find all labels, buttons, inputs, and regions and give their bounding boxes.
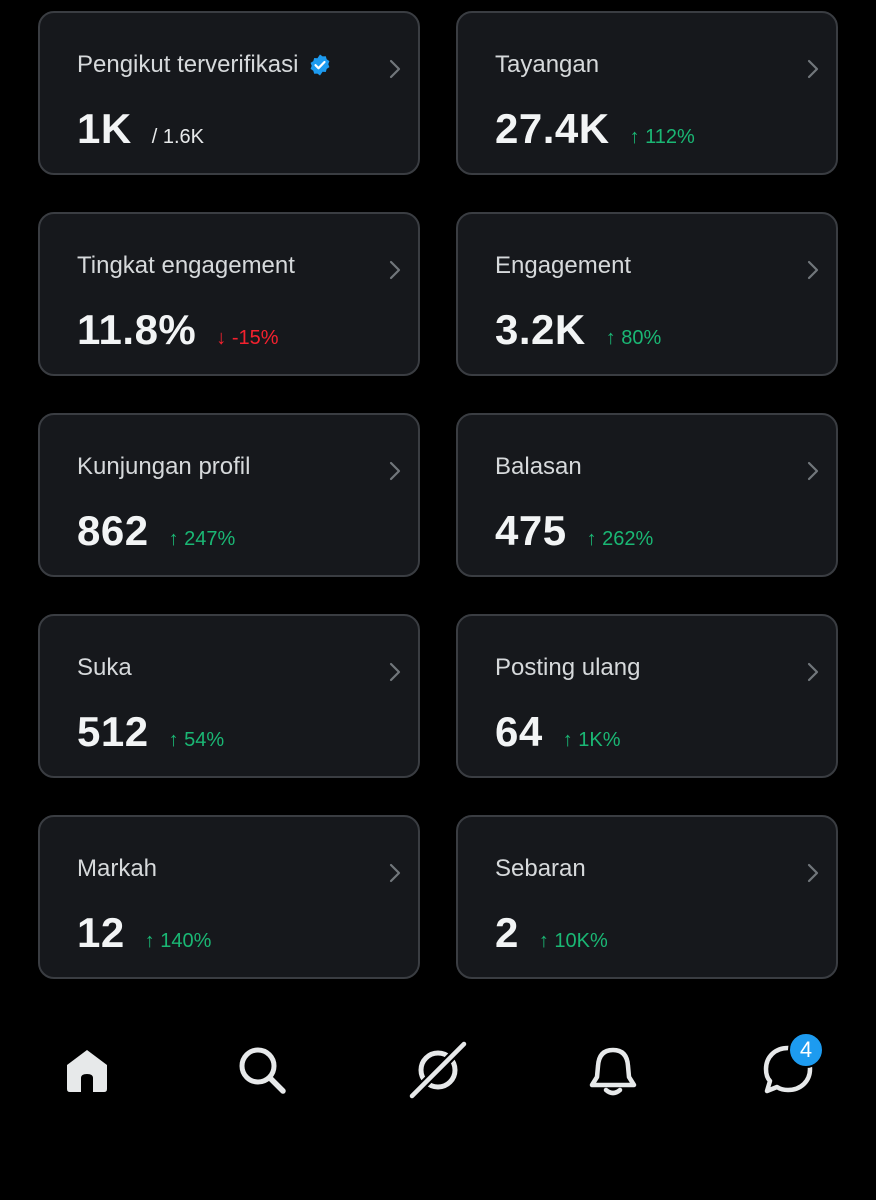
chevron-right-icon	[389, 59, 401, 79]
stat-card-bookmarks[interactable]: Markah 12 ↑ 140%	[38, 815, 420, 979]
value-row: 64 ↑ 1K%	[495, 708, 621, 756]
stat-value: 27.4K	[495, 105, 610, 152]
chevron-right-icon	[807, 260, 819, 280]
bell-icon	[589, 1047, 637, 1096]
stat-total: / 1.6K	[151, 126, 204, 148]
card-title: Posting ulang	[495, 654, 641, 681]
card-title: Tingkat engagement	[77, 252, 295, 279]
card-title: Balasan	[495, 453, 582, 480]
stat-value: 64	[495, 708, 543, 755]
home-icon	[67, 1050, 107, 1092]
value-row: 27.4K ↑ 112%	[495, 105, 695, 153]
stats-grid: Pengikut terverifikasi 1K / 1.6K Tayanga…	[38, 11, 838, 979]
stat-card-verified-followers[interactable]: Pengikut terverifikasi 1K / 1.6K	[38, 11, 420, 175]
card-title: Engagement	[495, 252, 632, 279]
bottom-nav: 4	[0, 1030, 876, 1110]
stat-delta: ↑ 1K%	[562, 729, 621, 751]
stat-card-impressions[interactable]: Tayangan 27.4K ↑ 112%	[456, 11, 838, 175]
value-row: 2 ↑ 10K%	[495, 909, 608, 957]
stat-value: 3.2K	[495, 306, 586, 353]
stat-value: 12	[77, 909, 125, 956]
chevron-right-icon	[389, 461, 401, 481]
stat-card-likes[interactable]: Suka 512 ↑ 54%	[38, 614, 420, 778]
card-title: Tayangan	[495, 51, 600, 78]
card-title: Kunjungan profil	[77, 453, 251, 480]
value-row: 475 ↑ 262%	[495, 507, 653, 555]
verified-badge-icon	[311, 54, 330, 76]
stat-value: 512	[77, 708, 149, 755]
nav-search[interactable]	[232, 1040, 292, 1100]
value-row: 12 ↑ 140%	[77, 909, 211, 957]
value-row: 862 ↑ 247%	[77, 507, 235, 555]
card-title-text: Pengikut terverifikasi	[77, 51, 299, 78]
chevron-right-icon	[389, 662, 401, 682]
stat-delta: ↑ 262%	[586, 528, 654, 550]
stat-card-shares[interactable]: Sebaran 2 ↑ 10K%	[456, 815, 838, 979]
grok-icon	[408, 1040, 468, 1100]
nav-home[interactable]	[57, 1040, 117, 1100]
chevron-right-icon	[389, 863, 401, 883]
stat-value: 475	[495, 507, 567, 554]
stat-delta: ↑ 54%	[168, 729, 225, 751]
nav-grok[interactable]	[408, 1040, 468, 1100]
stat-value: 11.8%	[77, 306, 197, 353]
stat-card-engagement-rate[interactable]: Tingkat engagement 11.8% ↓ -15%	[38, 212, 420, 376]
chevron-right-icon	[807, 461, 819, 481]
card-title: Sebaran	[495, 855, 586, 882]
stat-card-engagement[interactable]: Engagement 3.2K ↑ 80%	[456, 212, 838, 376]
stat-value: 862	[77, 507, 149, 554]
stat-value: 1K	[77, 105, 132, 152]
stat-delta: ↑ 140%	[144, 930, 212, 952]
stat-value: 2	[495, 909, 519, 956]
value-row: 1K / 1.6K	[77, 105, 204, 153]
chevron-right-icon	[807, 863, 819, 883]
stat-delta: ↓ -15%	[216, 327, 279, 349]
stat-delta: ↑ 10K%	[538, 930, 608, 952]
chevron-right-icon	[807, 662, 819, 682]
chevron-right-icon	[389, 260, 401, 280]
value-row: 3.2K ↑ 80%	[495, 306, 661, 354]
stat-delta: ↑ 112%	[629, 126, 695, 148]
stat-card-reposts[interactable]: Posting ulang 64 ↑ 1K%	[456, 614, 838, 778]
stat-card-replies[interactable]: Balasan 475 ↑ 262%	[456, 413, 838, 577]
search-icon	[239, 1047, 286, 1094]
nav-notifications[interactable]	[583, 1040, 643, 1100]
card-title: Suka	[77, 654, 132, 681]
value-row: 11.8% ↓ -15%	[77, 306, 279, 354]
card-title: Markah	[77, 855, 158, 882]
nav-messages[interactable]: 4	[758, 1032, 824, 1100]
card-title: Pengikut terverifikasi	[77, 51, 332, 79]
chevron-right-icon	[807, 59, 819, 79]
messages-badge: 4	[788, 1032, 824, 1068]
stat-card-profile-visits[interactable]: Kunjungan profil 862 ↑ 247%	[38, 413, 420, 577]
stat-delta: ↑ 247%	[168, 528, 236, 550]
stat-delta: ↑ 80%	[605, 327, 662, 349]
value-row: 512 ↑ 54%	[77, 708, 224, 756]
